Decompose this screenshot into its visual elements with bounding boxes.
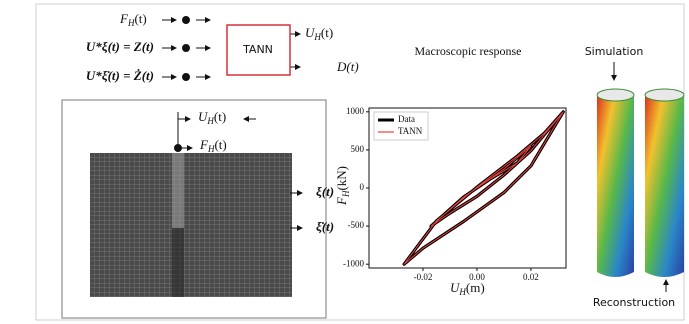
- x-axis-label: UH(m): [450, 280, 485, 297]
- y-tick-label: -500: [348, 220, 365, 230]
- mesh-force: FH(t): [199, 137, 227, 154]
- chart-title: Macroscopic response: [415, 44, 522, 58]
- displacement-output: UH(t): [305, 25, 333, 42]
- mesh-displacement-rest: (t): [214, 109, 226, 124]
- y-tick-label: 500: [351, 144, 365, 154]
- force-input: FH(t): [119, 11, 147, 28]
- y-tick-label: 0: [360, 182, 365, 192]
- reconstruction-label: Reconstruction: [593, 296, 675, 309]
- state-equation: U*ξ(t) = Z(t): [86, 39, 154, 54]
- x-tick-label: -0.02: [414, 272, 433, 282]
- y-tick-label: 1000: [346, 106, 365, 116]
- y-axis-label: FH(kN): [334, 166, 351, 206]
- legend-label: TANN: [398, 126, 423, 136]
- reconstruction-cylinder: [645, 89, 684, 277]
- dissipation-label: D(t): [336, 59, 359, 74]
- mesh-pile-upper: [172, 153, 184, 228]
- figure: TANN U*ξ(t) = Z(t) U*ξ̇(t) = Ż(t) D(t) ξ…: [0, 0, 689, 324]
- mesh-pile-lower: [172, 228, 184, 297]
- y-axis-label-rest: (kN): [334, 166, 349, 191]
- rate-equation: U*ξ̇(t) = Ż(t): [86, 68, 154, 83]
- simulation-cylinder: [597, 89, 634, 277]
- xi-label: ξ(t): [316, 184, 334, 199]
- force-input-rest: (t): [134, 11, 146, 26]
- model-label: TANN: [242, 43, 273, 56]
- input-diagram: [162, 17, 300, 81]
- mesh-displacement: UH(t): [198, 109, 226, 126]
- mesh-force-rest: (t): [214, 137, 226, 152]
- xi-dot-label: ξ̇(t): [316, 219, 334, 234]
- mesh: [90, 153, 292, 297]
- simulation-label: Simulation: [585, 45, 644, 58]
- y-tick-label: -1000: [343, 258, 364, 268]
- x-axis-label-rest: (m): [466, 280, 485, 295]
- displacement-output-rest: (t): [321, 25, 333, 40]
- x-tick-label: 0.02: [523, 272, 539, 282]
- legend-label: Data: [398, 114, 415, 124]
